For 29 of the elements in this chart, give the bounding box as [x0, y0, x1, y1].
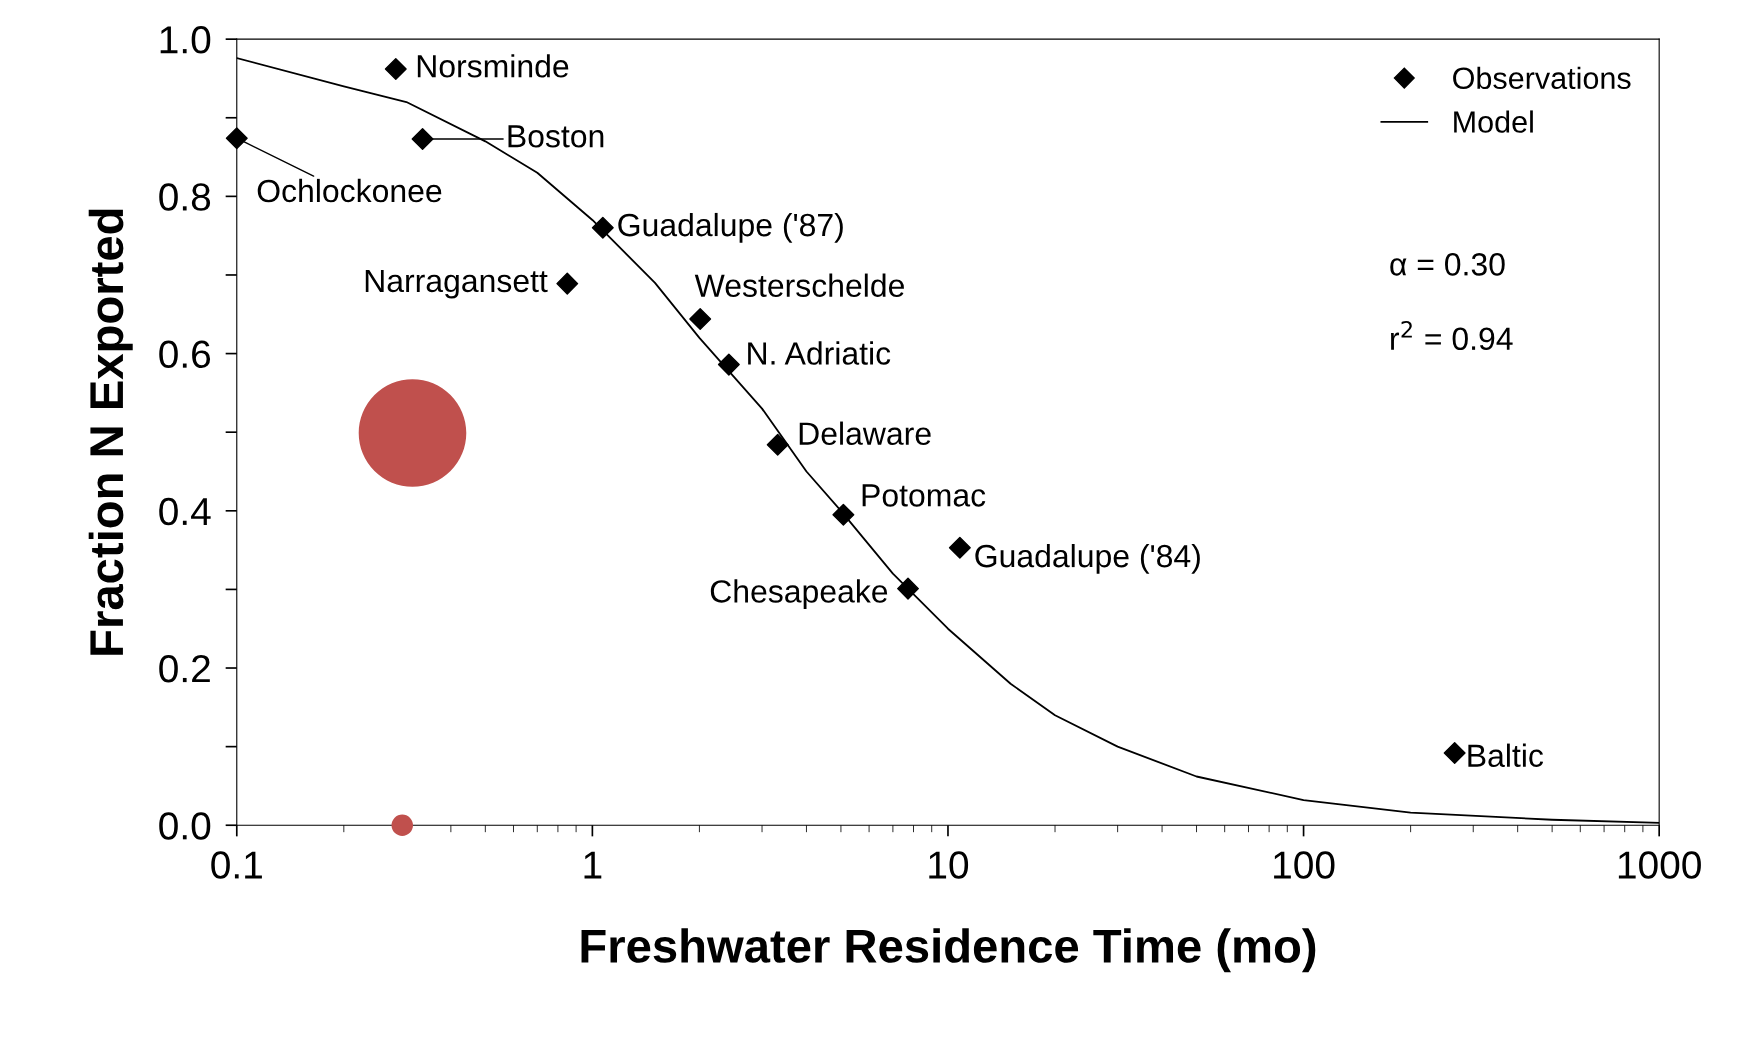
- x-tick-label: 1: [584, 851, 602, 879]
- y-tick-label: 0.8: [159, 183, 211, 211]
- annotation: Guadalupe ('87): [618, 212, 843, 243]
- x-tick-label: 100: [1274, 851, 1335, 879]
- x-tick-label: 1000: [1618, 851, 1701, 879]
- annotation: Potomac: [862, 484, 986, 507]
- y-axis-title: Fraction N Exported: [88, 209, 133, 655]
- legend-label: Model: [1454, 110, 1533, 133]
- y-tick-label: 0.4: [159, 497, 211, 526]
- annotation: Narragansett: [365, 269, 548, 299]
- annotation: Westerschelde: [694, 273, 904, 298]
- y-tick-label: 0.6: [159, 340, 211, 369]
- y-tick-label: 0.2: [159, 654, 210, 683]
- annotation: N. Adriatic: [748, 341, 891, 365]
- annotation: Delaware: [799, 421, 931, 446]
- annotation: Guadalupe ('84): [975, 543, 1200, 574]
- annotation: Chesapeake: [710, 579, 888, 610]
- y-tick-label: 0.0: [159, 812, 211, 840]
- y-tick-label: 1.0: [160, 26, 211, 54]
- annotation: Boston: [508, 125, 604, 148]
- x-tick-label: 0.1: [211, 851, 262, 879]
- annotation: Norsminde: [417, 54, 569, 78]
- legend-label: Observations: [1453, 66, 1631, 90]
- x-axis-title: Freshwater Residence Time (mo): [581, 928, 1316, 973]
- annotation: α = 0.30: [1390, 253, 1505, 276]
- annotation: r$^{2}$ = 0.94: [1391, 320, 1513, 351]
- x-tick-label: 10: [929, 851, 969, 879]
- annotation: Baltic: [1468, 743, 1544, 768]
- annotation: Ochlockonee: [257, 178, 442, 203]
